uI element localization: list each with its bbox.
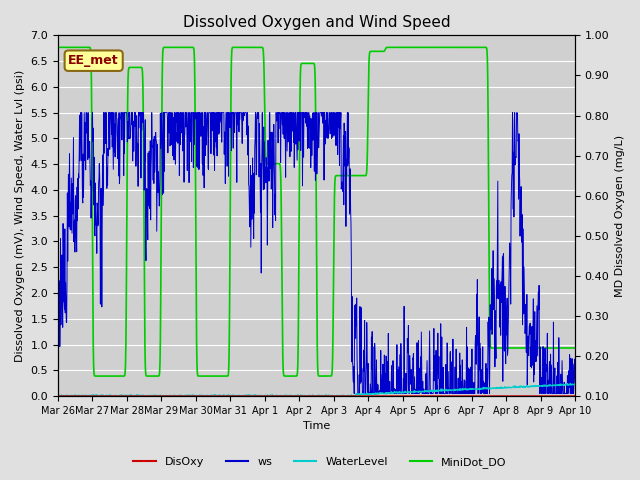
Y-axis label: MD Dissolved Oxygen (mg/L): MD Dissolved Oxygen (mg/L) [615,135,625,297]
Text: EE_met: EE_met [68,54,119,67]
Y-axis label: Dissolved Oxygen (mV), Wind Speed, Water Lvl (psi): Dissolved Oxygen (mV), Wind Speed, Water… [15,70,25,362]
Legend: DisOxy, ws, WaterLevel, MiniDot_DO: DisOxy, ws, WaterLevel, MiniDot_DO [129,452,511,472]
X-axis label: Time: Time [303,421,330,432]
Title: Dissolved Oxygen and Wind Speed: Dissolved Oxygen and Wind Speed [182,15,451,30]
